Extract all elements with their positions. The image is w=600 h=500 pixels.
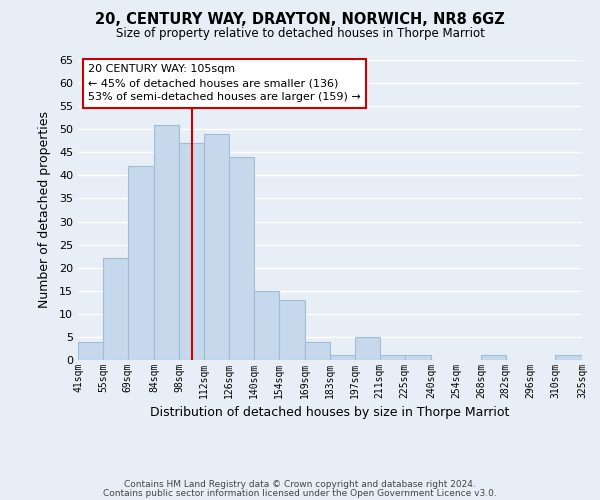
- Bar: [128, 166, 154, 360]
- Bar: [481, 356, 506, 360]
- Bar: [404, 356, 431, 360]
- Text: Contains HM Land Registry data © Crown copyright and database right 2024.: Contains HM Land Registry data © Crown c…: [124, 480, 476, 489]
- Bar: [330, 356, 355, 360]
- X-axis label: Distribution of detached houses by size in Thorpe Marriot: Distribution of detached houses by size …: [151, 406, 509, 420]
- Bar: [229, 157, 254, 360]
- Text: Contains public sector information licensed under the Open Government Licence v3: Contains public sector information licen…: [103, 488, 497, 498]
- Bar: [556, 356, 582, 360]
- Bar: [179, 143, 204, 360]
- Bar: [254, 291, 278, 360]
- Text: 20, CENTURY WAY, DRAYTON, NORWICH, NR8 6GZ: 20, CENTURY WAY, DRAYTON, NORWICH, NR8 6…: [95, 12, 505, 28]
- Text: 20 CENTURY WAY: 105sqm
← 45% of detached houses are smaller (136)
53% of semi-de: 20 CENTURY WAY: 105sqm ← 45% of detached…: [88, 64, 361, 102]
- Bar: [380, 356, 404, 360]
- Y-axis label: Number of detached properties: Number of detached properties: [38, 112, 50, 308]
- Bar: [154, 124, 179, 360]
- Bar: [204, 134, 229, 360]
- Bar: [305, 342, 330, 360]
- Bar: [103, 258, 128, 360]
- Text: Size of property relative to detached houses in Thorpe Marriot: Size of property relative to detached ho…: [116, 28, 484, 40]
- Bar: [78, 342, 103, 360]
- Bar: [278, 300, 305, 360]
- Bar: [355, 337, 380, 360]
